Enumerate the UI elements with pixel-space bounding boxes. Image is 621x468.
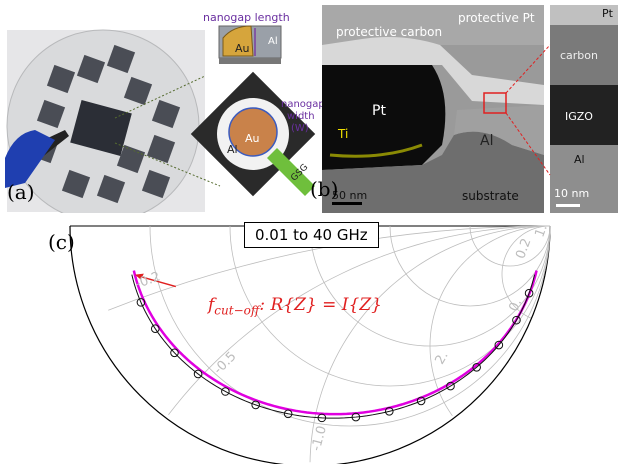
resistance-circle	[149, 225, 551, 427]
reactance-arc	[168, 225, 551, 416]
substrate-label: substrate	[462, 189, 519, 203]
zoom-carbon-label: carbon	[560, 49, 598, 62]
reactance-arc	[501, 225, 551, 319]
grid-label-r02: 0.2	[513, 236, 534, 261]
measured-marker	[472, 362, 481, 372]
al-label: Al	[480, 133, 494, 149]
cross-al-label: Al	[268, 36, 278, 47]
nanogap-width-label-3: (W)	[291, 123, 309, 134]
zoom-igzo-label: IGZO	[565, 110, 593, 123]
grid-label-two: 2.	[432, 349, 451, 367]
cutoff-f: f	[208, 295, 215, 315]
panel-c: -0.2 -0.5 -1.0 2. 0. 0.2 1. (c) 0.01 to 40 GHz…	[0, 214, 621, 464]
panel-a-label: (a)	[7, 180, 35, 204]
protective-pt-label: protective Pt	[458, 11, 535, 25]
measured-marker	[193, 369, 203, 379]
measured-marker	[416, 396, 426, 406]
measured-marker	[446, 381, 455, 391]
resistance-circle	[469, 225, 551, 267]
resistance-circle	[229, 225, 551, 387]
smith-outer-circle	[69, 225, 551, 464]
panel-a-figure	[5, 8, 317, 223]
chip-au-label: Au	[245, 132, 260, 145]
tem-image	[322, 5, 618, 213]
measured-curve	[131, 274, 536, 419]
panel-b: protective carbon protective Pt Pt Ti Al…	[310, 5, 618, 213]
cutoff-rest: : R{Z} = I{Z}	[259, 295, 382, 315]
nanogap-width-label-2: width	[287, 111, 315, 122]
scale-10nm-label: 10 nm	[554, 187, 590, 200]
grid-label-one: 1.	[532, 223, 550, 240]
measured-marker	[136, 298, 146, 307]
measured-marker	[221, 387, 230, 396]
zoom-pt-label: Pt	[602, 7, 613, 20]
wafer-dies	[29, 44, 181, 204]
nanogap-width-label-1: nanogap	[281, 99, 325, 110]
cutoff-arrow	[136, 274, 177, 288]
zoom-al-label: Al	[574, 153, 585, 166]
measured-marker	[170, 348, 179, 358]
measured-marker	[251, 400, 260, 410]
scale-50nm-label: 50 nm	[332, 189, 368, 202]
nanogap-length-label: nanogap length	[203, 11, 290, 24]
measured-marker	[317, 413, 327, 423]
reactance-arc	[309, 225, 551, 463]
cutoff-arrowhead	[134, 273, 144, 280]
measured-marker	[351, 412, 361, 422]
held-die	[70, 100, 132, 156]
pt-region	[322, 65, 446, 170]
measured-marker	[384, 407, 394, 416]
measured-marker	[494, 340, 504, 350]
ti-label: Ti	[338, 127, 349, 141]
nanogap-cross-section	[218, 25, 282, 64]
reactance-arc	[429, 225, 551, 416]
grid-label-r05: 0.	[506, 297, 525, 315]
smith-chart: -0.2-0.5-1.02.0.0.21.	[69, 223, 551, 464]
panel-b-label: (b)	[310, 177, 339, 201]
grid-label-neg02: -0.2	[133, 269, 162, 292]
resistance-circle	[389, 225, 551, 307]
model-curve	[132, 270, 538, 416]
glove	[5, 130, 55, 188]
freq-range-box: 0.01 to 40 GHz	[244, 222, 379, 248]
measured-marker	[512, 315, 521, 325]
cross-au-label: Au	[235, 42, 250, 55]
chip-al-label: Al	[227, 143, 238, 156]
pt-label: Pt	[372, 103, 386, 119]
cutoff-annotation: fcut−off: R{Z} = I{Z}	[208, 295, 382, 317]
panel-a: nanogap length Au Al nanogap width (W) A…	[5, 8, 325, 223]
measured-marker	[283, 409, 293, 419]
grid-label-neg10: -1.0	[309, 424, 330, 452]
cutoff-sub: cut−off	[214, 303, 260, 318]
protective-carbon-label: protective carbon	[336, 25, 443, 39]
measured-marker	[524, 288, 534, 298]
measured-marker	[150, 324, 160, 334]
panel-c-label: (c)	[48, 230, 75, 254]
